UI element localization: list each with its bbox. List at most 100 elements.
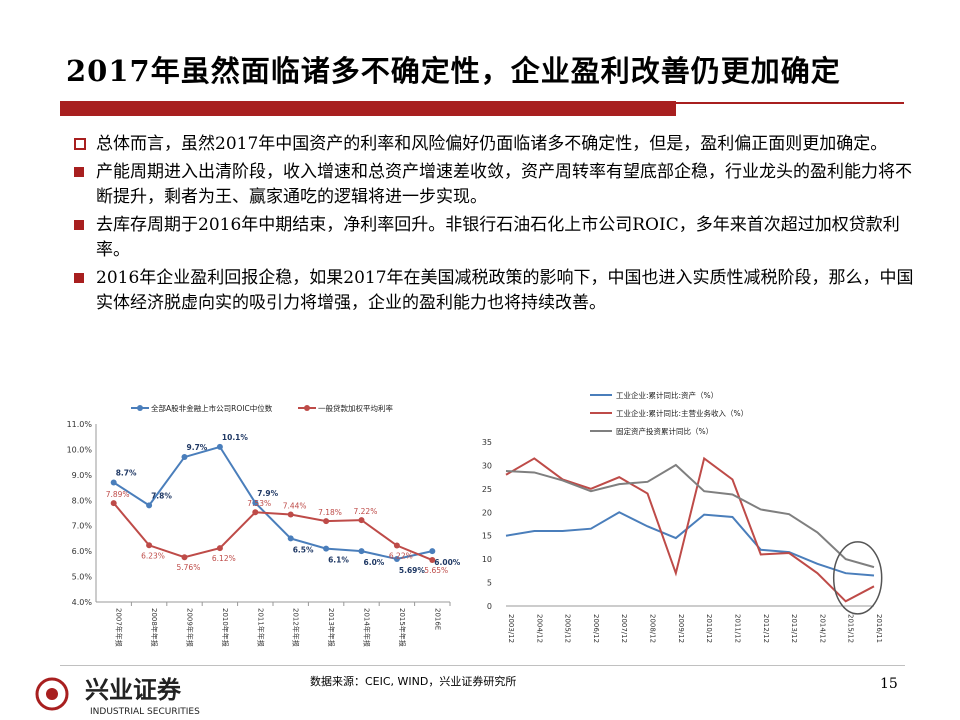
data-point: [252, 509, 259, 516]
industrial-growth-chart: 0 5 10 15 20 25 30 35 2003/12 2004/12 2005/12 2006/…: [482, 390, 883, 643]
data-label: 7.53%: [247, 499, 271, 508]
roic-vs-loan-rate-chart: 4.0% 5.0% 6.0% 7.0% 8.0% 9.0% 10.0% 11.0% 2007年年…: [67, 403, 461, 647]
data-label: 6.22%: [389, 552, 413, 561]
y-tick-label: 6.0%: [72, 547, 93, 556]
x-tick-label: 2014/12: [818, 614, 826, 643]
square-bullet-icon: [74, 273, 84, 283]
x-tick-label: 2010年年报: [221, 608, 230, 647]
x-tick-label: 2003/12: [507, 614, 515, 643]
y-tick-label: 0: [487, 602, 492, 611]
data-label: 6.12%: [212, 554, 236, 563]
series-line: [505, 456, 875, 603]
x-tick-label: 2013年年报: [327, 608, 336, 647]
svg-text:INDUSTRIAL SECURITIES: INDUSTRIAL SECURITIES: [90, 707, 200, 717]
x-tick-label: 2013/12: [790, 614, 798, 643]
bullet-item: 总体而言，虽然2017年中国资产的利率和风险偏好仍面临诸多不确定性，但是，盈利偏…: [74, 132, 914, 157]
legend-label: 一般贷款加权平均利率: [318, 403, 393, 413]
y-tick-label: 7.0%: [72, 522, 93, 531]
slide-title: 2017年虽然面临诸多不确定性，企业盈利改善仍更加确定: [66, 54, 841, 88]
data-point: [358, 548, 365, 555]
data-point: [429, 557, 436, 564]
data-label: 7.8%: [151, 491, 172, 500]
data-point: [110, 500, 117, 507]
company-logo: 兴业证券 INDUSTRIAL SECURITIES: [35, 676, 200, 717]
data-label: 9.7%: [187, 443, 208, 452]
legend-marker: [137, 405, 143, 411]
x-tick-label: 2008年年报: [150, 608, 159, 647]
hollow-square-bullet-icon: [74, 138, 86, 150]
svg-text:兴业证券: 兴业证券: [85, 676, 182, 704]
bullet-item: 去库存周期于2016年中期结束，净利率回升。非银行石油石化上市公司ROIC，多年…: [74, 213, 914, 263]
bullet-text: 去库存周期于2016年中期结束，净利率回升。非银行石油石化上市公司ROIC，多年…: [96, 215, 900, 260]
data-label: 6.0%: [364, 558, 385, 567]
data-point: [323, 545, 330, 552]
x-tick-label: 2010/12: [705, 614, 713, 643]
data-label: 7.9%: [257, 489, 278, 498]
x-tick-label: 2015/12: [847, 614, 855, 643]
data-source: 数据来源：CEIC, WIND，兴业证券研究所: [310, 675, 517, 688]
y-tick-label: 30: [482, 461, 492, 470]
data-point: [110, 479, 117, 486]
y-tick-label: 35: [482, 438, 492, 447]
x-tick-label: 2009年年报: [186, 608, 195, 647]
x-tick-label: 2014年年报: [363, 608, 372, 647]
series-line: [112, 502, 433, 561]
data-label: 7.18%: [318, 508, 342, 517]
data-point: [252, 499, 259, 506]
y-tick-label: 4.0%: [72, 598, 93, 607]
data-label: 10.1%: [222, 433, 249, 442]
title-rule-thick: [60, 101, 676, 116]
series-line: [505, 511, 875, 577]
series-line: [113, 445, 433, 561]
data-point: [429, 548, 436, 555]
y-tick-label: 25: [482, 485, 492, 494]
data-point: [216, 443, 223, 450]
bullet-text: 2016年企业盈利回报企稳，如果2017年在美国减税政策的影响下，中国也进入实质…: [96, 268, 914, 313]
data-point: [323, 518, 330, 525]
data-point: [146, 542, 153, 549]
x-tick-label: 2006/12: [592, 614, 600, 643]
data-point: [216, 545, 223, 552]
data-point: [287, 511, 294, 518]
bullet-item: 产能周期进入出清阶段，收入增速和总资产增速差收敛，资产周转率有望底部企稳，行业龙…: [74, 160, 914, 210]
data-point: [287, 535, 294, 542]
series-line: [505, 463, 875, 569]
data-point: [181, 554, 188, 561]
data-point: [393, 556, 400, 563]
data-label: 8.7%: [116, 468, 137, 477]
data-label: 7.22%: [354, 507, 378, 516]
x-tick-label: 2005/12: [564, 614, 572, 643]
x-tick-label: 2011/12: [733, 614, 741, 643]
x-tick-label: 2012/12: [762, 614, 770, 643]
x-tick-label: 2012年年报: [292, 608, 301, 647]
legend-label: 工业企业:累计同比:资产（%）: [616, 390, 718, 400]
y-tick-label: 9.0%: [72, 471, 93, 480]
y-tick-label: 8.0%: [72, 496, 93, 505]
data-label: 5.76%: [177, 563, 201, 572]
data-label: 7.89%: [106, 490, 130, 499]
data-point: [181, 454, 188, 461]
logo-circle-icon: [35, 677, 69, 711]
square-bullet-icon: [74, 167, 84, 177]
y-tick-label: 5: [487, 579, 492, 588]
legend-label: 固定资产投资累计同比（%）: [616, 426, 713, 436]
x-tick-label: 2007年年报: [115, 608, 124, 647]
bullet-text: 总体而言，虽然2017年中国资产的利率和风险偏好仍面临诸多不确定性，但是，盈利偏…: [96, 134, 888, 154]
y-tick-label: 20: [482, 508, 492, 517]
y-tick-label: 15: [482, 532, 492, 541]
y-tick-label: 5.0%: [72, 573, 93, 582]
data-label: 6.23%: [141, 551, 165, 560]
data-point: [146, 502, 153, 509]
data-label: 6.5%: [293, 545, 314, 554]
y-tick-label: 10.0%: [67, 445, 93, 454]
highlight-ellipse: [832, 541, 883, 615]
x-tick-label: 2007/12: [620, 614, 628, 643]
x-tick-label: 2009/12: [677, 614, 685, 643]
bullet-list: 总体而言，虽然2017年中国资产的利率和风险偏好仍面临诸多不确定性，但是，盈利偏…: [74, 132, 914, 319]
logo-dot-icon: [46, 688, 58, 700]
footer-divider: [60, 665, 905, 666]
bullet-text: 产能周期进入出清阶段，收入增速和总资产增速差收敛，资产周转率有望底部企稳，行业龙…: [96, 162, 912, 207]
legend-label: 工业企业:累计同比:主营业务收入（%）: [616, 408, 748, 418]
title-rule-thin: [676, 102, 904, 104]
x-tick-label: 2016/11: [875, 614, 883, 643]
